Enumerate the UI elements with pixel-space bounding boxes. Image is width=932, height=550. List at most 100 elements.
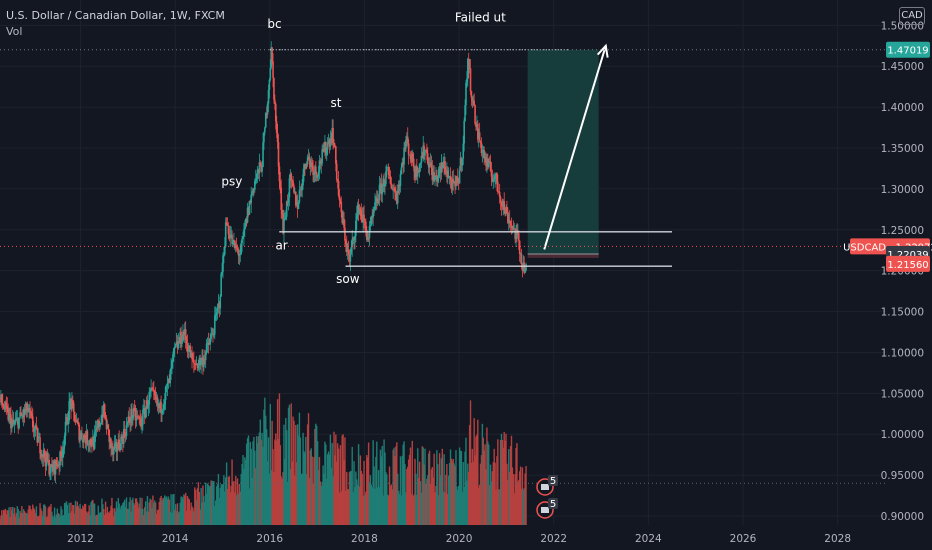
candle-body bbox=[435, 175, 437, 178]
volume-bar bbox=[150, 499, 152, 525]
volume-bar bbox=[346, 488, 349, 525]
volume-bar bbox=[151, 508, 153, 525]
candle-body bbox=[414, 171, 416, 178]
volume-bar bbox=[332, 476, 334, 525]
candle-body bbox=[244, 218, 247, 227]
volume-bar bbox=[458, 485, 460, 525]
volume-bar bbox=[384, 452, 386, 525]
candle-body bbox=[472, 100, 475, 102]
volume-bar bbox=[108, 512, 110, 525]
volume-bar bbox=[97, 505, 99, 525]
volume-bar bbox=[8, 507, 10, 525]
candle-body bbox=[173, 346, 176, 348]
candle-body bbox=[484, 157, 486, 159]
volume-bar bbox=[276, 399, 279, 525]
volume-bar bbox=[520, 488, 523, 525]
volume-bar bbox=[426, 478, 428, 525]
volume-bar bbox=[77, 506, 79, 525]
symbol-title[interactable]: U.S. Dollar / Canadian Dollar, 1W, FXCM bbox=[6, 9, 225, 22]
candle-body bbox=[277, 142, 280, 167]
currency-button[interactable]: CAD bbox=[899, 7, 925, 25]
candle-body bbox=[373, 209, 375, 213]
candle-body bbox=[50, 464, 52, 473]
candle-body bbox=[147, 404, 150, 409]
event-markers[interactable]: 55 bbox=[536, 475, 558, 519]
candle-body bbox=[502, 201, 505, 207]
candle-body bbox=[499, 196, 502, 202]
candle-body bbox=[90, 439, 92, 445]
time-tick-label: 2026 bbox=[730, 533, 757, 545]
volume-bar bbox=[144, 501, 147, 525]
volume-bar bbox=[498, 489, 501, 525]
candle-body bbox=[203, 358, 206, 361]
candle-body bbox=[316, 175, 319, 178]
volume-bar bbox=[80, 508, 82, 525]
volume-bar bbox=[468, 425, 471, 525]
candle-body bbox=[159, 401, 161, 409]
candle-body bbox=[355, 214, 358, 221]
volume-bar bbox=[231, 459, 233, 525]
candle-body bbox=[430, 162, 433, 168]
candle-body bbox=[423, 145, 425, 156]
volume-bar bbox=[452, 458, 454, 525]
volume-bar bbox=[179, 502, 181, 525]
volume-bar bbox=[282, 472, 284, 525]
candle-body bbox=[82, 439, 84, 443]
candle-body bbox=[275, 121, 278, 133]
candle-body bbox=[49, 472, 51, 475]
candle-body bbox=[332, 127, 334, 143]
candle-body bbox=[67, 420, 70, 425]
candle-body bbox=[153, 389, 155, 392]
candle-body bbox=[114, 442, 117, 444]
candle-body bbox=[274, 99, 276, 104]
volume-bar bbox=[178, 511, 180, 525]
candle-body bbox=[514, 228, 516, 240]
time-axis[interactable]: 2012 2014 2016 2018 2020 2022 2024 2026 2028 bbox=[67, 533, 851, 545]
candle-body bbox=[46, 452, 49, 462]
candle-body bbox=[111, 446, 113, 448]
drawn-lines[interactable] bbox=[0, 43, 885, 484]
candle-body bbox=[244, 226, 246, 230]
volume-bar bbox=[512, 474, 515, 525]
volume-bar bbox=[93, 503, 96, 525]
volume-bar bbox=[325, 444, 327, 525]
candle-body bbox=[419, 162, 422, 165]
volume-bar bbox=[495, 489, 497, 525]
volume-bar bbox=[48, 506, 50, 525]
volume-bar bbox=[10, 507, 12, 525]
candle-body bbox=[335, 146, 337, 164]
volume-label[interactable]: Vol bbox=[6, 25, 23, 38]
volume-bar bbox=[356, 484, 359, 525]
candle-body bbox=[365, 230, 368, 240]
volume-bar bbox=[92, 499, 94, 525]
candle-body bbox=[9, 413, 11, 415]
candle-body bbox=[308, 156, 311, 160]
volume-bar bbox=[156, 510, 159, 525]
volume-bar bbox=[409, 447, 412, 525]
volume-bar bbox=[137, 507, 140, 525]
candle-body bbox=[372, 212, 374, 218]
volume-bar bbox=[239, 491, 241, 525]
candle-body bbox=[17, 418, 20, 429]
candle-body bbox=[504, 209, 506, 214]
time-tick-label: 2012 bbox=[67, 533, 94, 545]
volume-bar bbox=[205, 493, 208, 525]
candle-body bbox=[15, 418, 18, 421]
candle-body bbox=[132, 407, 135, 417]
time-tick-label: 2022 bbox=[540, 533, 567, 545]
volume-bar bbox=[374, 488, 376, 525]
candle-body bbox=[318, 160, 321, 172]
volume-bar bbox=[477, 419, 479, 525]
volume-bar bbox=[416, 494, 418, 525]
volume-bar bbox=[479, 463, 482, 525]
candle-body bbox=[11, 419, 14, 422]
volume-bar bbox=[243, 468, 245, 525]
candle-body bbox=[101, 414, 103, 423]
candle-body bbox=[415, 165, 417, 178]
candle-body bbox=[451, 178, 454, 190]
volume-bar bbox=[506, 463, 508, 525]
volume-bar bbox=[448, 462, 451, 525]
candle-body bbox=[324, 141, 326, 152]
long-position-tool[interactable] bbox=[527, 49, 599, 258]
